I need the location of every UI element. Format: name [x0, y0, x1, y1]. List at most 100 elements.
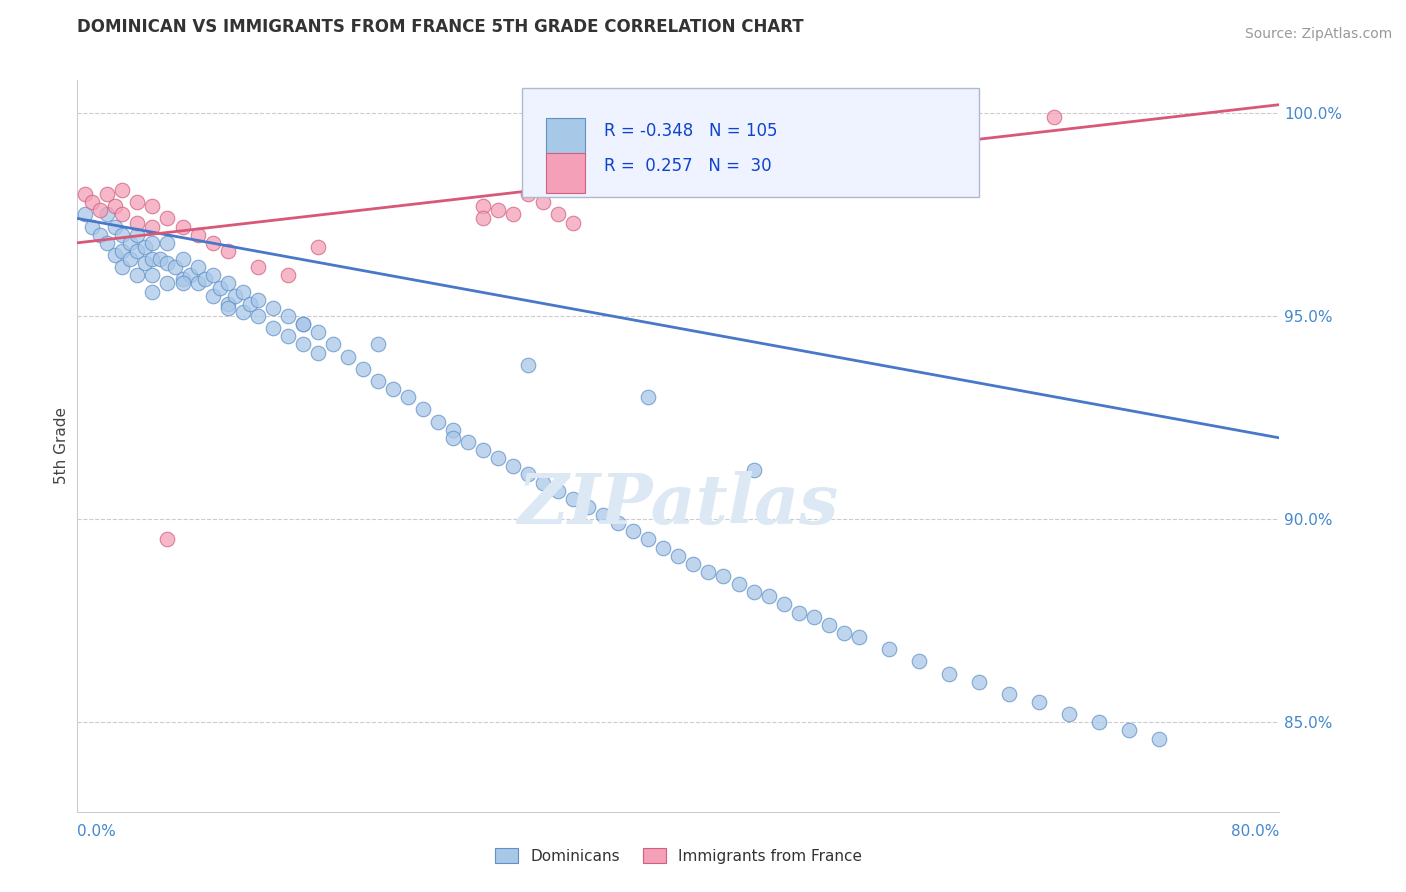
Point	[307, 325, 329, 339]
FancyBboxPatch shape	[546, 153, 585, 193]
Point	[172, 277, 194, 291]
Point	[141, 235, 163, 250]
Point	[111, 207, 134, 221]
Text: R =  0.257   N =  30: R = 0.257 N = 30	[603, 157, 772, 175]
Point	[803, 609, 825, 624]
Point	[1118, 723, 1140, 738]
Point	[772, 598, 794, 612]
Point	[217, 277, 239, 291]
Point	[727, 577, 749, 591]
Point	[104, 199, 127, 213]
Text: R = -0.348   N = 105: R = -0.348 N = 105	[603, 122, 778, 140]
Point	[367, 374, 389, 388]
Point	[156, 235, 179, 250]
Point	[893, 118, 915, 132]
Point	[262, 321, 284, 335]
Point	[246, 309, 269, 323]
Point	[352, 361, 374, 376]
Point	[877, 642, 900, 657]
Point	[232, 285, 254, 299]
Point	[246, 260, 269, 275]
Point	[141, 285, 163, 299]
Point	[1028, 695, 1050, 709]
Point	[73, 187, 96, 202]
Text: Source: ZipAtlas.com: Source: ZipAtlas.com	[1244, 27, 1392, 41]
Point	[246, 293, 269, 307]
Point	[232, 305, 254, 319]
Point	[682, 557, 704, 571]
Point	[531, 475, 554, 490]
Point	[427, 415, 450, 429]
Point	[96, 207, 118, 221]
Point	[668, 549, 690, 563]
Point	[172, 219, 194, 234]
Text: DOMINICAN VS IMMIGRANTS FROM FRANCE 5TH GRADE CORRELATION CHART: DOMINICAN VS IMMIGRANTS FROM FRANCE 5TH …	[77, 18, 804, 36]
Text: ZIPatlas: ZIPatlas	[517, 471, 839, 538]
Legend: Dominicans, Immigrants from France: Dominicans, Immigrants from France	[489, 842, 868, 870]
Point	[787, 606, 810, 620]
Point	[179, 268, 201, 283]
Point	[134, 240, 156, 254]
Point	[472, 199, 495, 213]
Point	[141, 252, 163, 266]
Point	[141, 199, 163, 213]
Point	[817, 617, 839, 632]
Point	[381, 382, 404, 396]
Point	[486, 451, 509, 466]
Point	[562, 491, 585, 506]
Point	[621, 524, 644, 539]
Point	[291, 317, 314, 331]
Point	[127, 215, 149, 229]
Point	[217, 301, 239, 315]
Point	[848, 630, 870, 644]
Point	[562, 215, 585, 229]
Point	[187, 227, 209, 242]
Point	[156, 256, 179, 270]
Point	[517, 467, 540, 482]
Point	[502, 207, 524, 221]
Point	[156, 277, 179, 291]
Point	[1088, 715, 1111, 730]
Point	[367, 337, 389, 351]
Point	[82, 195, 104, 210]
Point	[187, 277, 209, 291]
Point	[224, 288, 246, 302]
Point	[156, 211, 179, 226]
Text: 0.0%: 0.0%	[77, 824, 117, 838]
Point	[82, 219, 104, 234]
Point	[111, 244, 134, 258]
Point	[239, 297, 262, 311]
FancyBboxPatch shape	[522, 87, 979, 197]
Point	[441, 423, 464, 437]
Point	[742, 585, 765, 599]
Point	[547, 207, 569, 221]
Point	[149, 252, 172, 266]
Point	[576, 500, 599, 514]
Point	[127, 244, 149, 258]
Point	[472, 443, 495, 458]
Point	[307, 240, 329, 254]
Point	[486, 203, 509, 218]
Point	[118, 252, 141, 266]
Point	[96, 187, 118, 202]
Point	[758, 590, 780, 604]
Point	[104, 248, 127, 262]
Point	[141, 219, 163, 234]
Point	[517, 187, 540, 202]
Point	[156, 533, 179, 547]
Point	[111, 227, 134, 242]
Point	[1149, 731, 1171, 746]
Point	[307, 345, 329, 359]
Point	[209, 280, 232, 294]
Point	[713, 569, 735, 583]
Point	[652, 541, 675, 555]
Point	[172, 252, 194, 266]
Point	[277, 329, 299, 343]
Point	[592, 508, 614, 522]
Point	[938, 666, 960, 681]
Point	[291, 317, 314, 331]
Point	[277, 309, 299, 323]
Point	[89, 203, 111, 218]
Point	[412, 402, 434, 417]
Point	[908, 654, 931, 668]
